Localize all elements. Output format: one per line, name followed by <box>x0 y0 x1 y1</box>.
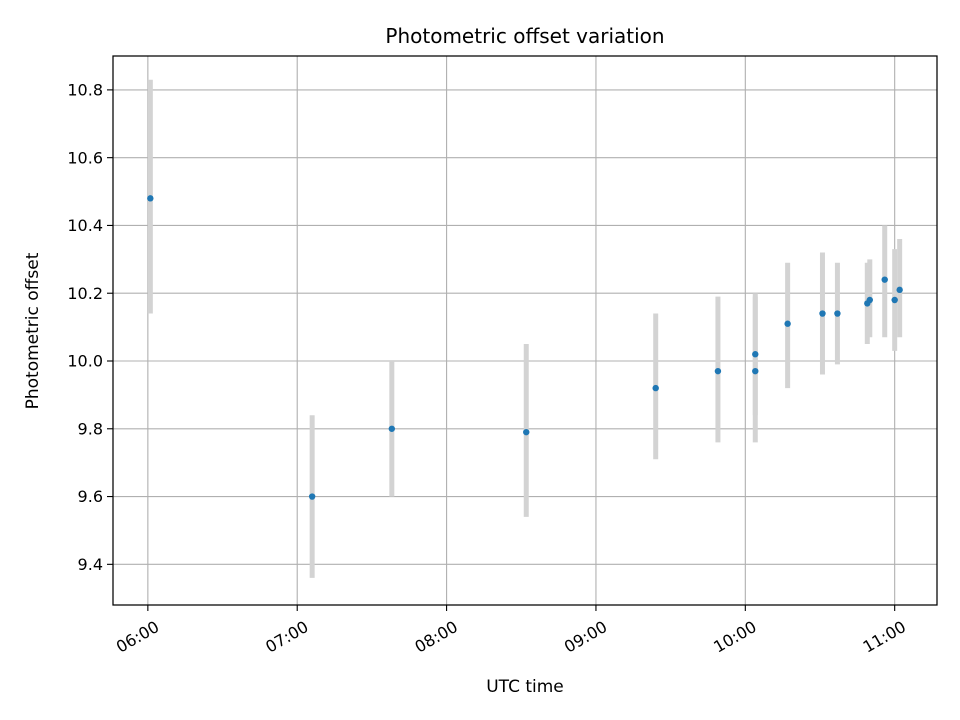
y-tick-label: 10.8 <box>67 80 103 99</box>
error-bars <box>147 79 903 578</box>
data-point <box>866 296 873 304</box>
y-tick-label: 9.4 <box>78 555 103 574</box>
data-point <box>752 367 759 375</box>
x-tick-label: 08:00 <box>412 617 461 657</box>
x-tick-label: 09:00 <box>561 617 610 657</box>
x-tick-label: 10:00 <box>710 617 759 657</box>
y-tick-label: 10.2 <box>67 284 103 303</box>
chart-title: Photometric offset variation <box>385 24 664 48</box>
data-point <box>891 296 898 304</box>
data-point <box>834 310 841 317</box>
axes: 06:00 07:00 08:00 09:00 10:00 11:00 9.4 9.6 9.8 1… <box>67 80 909 656</box>
y-axis-title: Photometric offset <box>23 252 43 409</box>
y-tick-label: 10.4 <box>67 216 103 235</box>
data-point <box>147 195 154 202</box>
data-point <box>881 276 888 283</box>
x-tick-label: 11:00 <box>860 617 909 657</box>
data-points <box>147 195 903 500</box>
grid <box>113 56 937 605</box>
plot-area-frame <box>112 55 938 606</box>
data-point <box>896 286 903 294</box>
y-tick-label: 10.6 <box>67 148 103 167</box>
data-point <box>652 384 659 392</box>
data-point <box>388 425 396 432</box>
x-axis-title: UTC time <box>486 677 564 697</box>
data-point <box>819 310 826 317</box>
data-point <box>752 351 759 358</box>
y-tick-label: 9.6 <box>78 487 103 506</box>
data-point <box>523 428 530 436</box>
data-point <box>784 320 791 327</box>
y-tick-label: 9.8 <box>78 419 103 438</box>
x-tick-label: 06:00 <box>113 617 162 657</box>
y-tick-label: 10.0 <box>67 352 103 371</box>
data-point <box>308 493 316 500</box>
x-tick-label: 07:00 <box>262 617 311 657</box>
data-point <box>714 367 722 375</box>
